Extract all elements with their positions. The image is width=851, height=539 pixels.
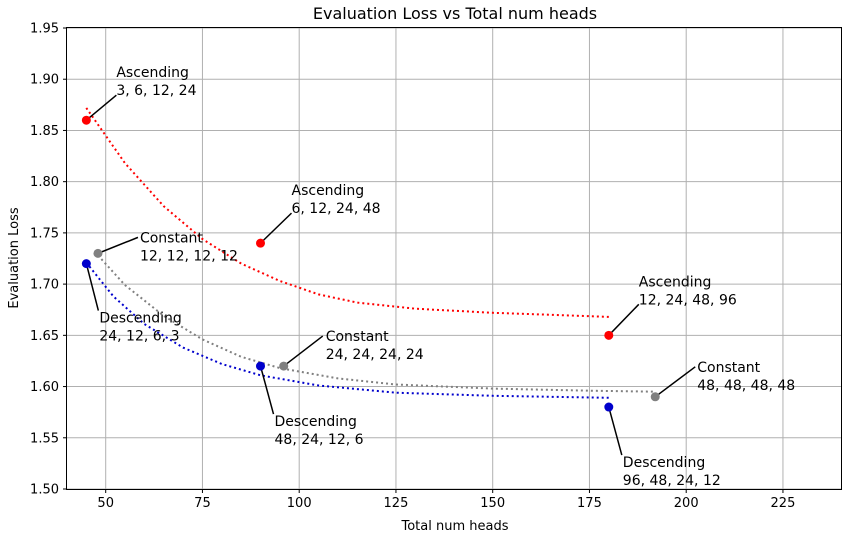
- annotation-leader: [654, 366, 696, 398]
- annotations: Ascending 3, 6, 12, 24 Ascending 6, 12, 24,…: [85, 65, 795, 489]
- annotation-leader: [85, 263, 100, 311]
- fit-curve: [85, 107, 609, 318]
- x-tick-label: 50: [97, 496, 114, 511]
- annotation-leader: [608, 303, 640, 336]
- annotation-leader: [259, 365, 275, 415]
- chart-title: Evaluation Loss vs Total num heads: [313, 4, 597, 23]
- y-axis-label: Evaluation Loss: [7, 207, 22, 308]
- data-point: [650, 392, 660, 402]
- annotation-text: Constant: [140, 230, 203, 246]
- annotation-text: Descending: [623, 455, 705, 471]
- data-point: [256, 361, 265, 371]
- y-tick-label: 1.65: [30, 329, 59, 344]
- data-point: [279, 361, 289, 371]
- plot-frame: [66, 27, 842, 490]
- x-tick-label: 200: [674, 496, 699, 511]
- y-tick-label: 1.95: [30, 22, 59, 37]
- data-point: [81, 115, 91, 125]
- annotation-text: Ascending: [639, 274, 712, 290]
- annotation-text: Constant: [697, 360, 760, 376]
- annotation-text: Constant: [326, 329, 389, 345]
- annotation-text: Descending: [275, 414, 357, 430]
- x-tick-label: 125: [384, 496, 409, 511]
- annotation-text: Ascending: [116, 65, 189, 81]
- data-point: [93, 248, 103, 258]
- y-tick-label: 1.70: [30, 278, 59, 293]
- annotation-text: 48, 48, 48, 48: [697, 378, 795, 394]
- x-tick-label: 75: [194, 496, 211, 511]
- data-points: [81, 115, 660, 412]
- annotation-text: Descending: [99, 311, 181, 327]
- annotation-text: 96, 48, 24, 12: [623, 473, 721, 489]
- x-tick-label: 225: [771, 496, 796, 511]
- y-tick-label: 1.50: [30, 483, 59, 498]
- y-tick-label: 1.75: [30, 226, 59, 241]
- x-axis-label: Total num heads: [401, 519, 509, 534]
- annotation-text: 3, 6, 12, 24: [116, 83, 196, 99]
- annotation-text: 6, 12, 24, 48: [292, 201, 381, 217]
- x-tick-label: 150: [480, 496, 505, 511]
- annotation-text: 12, 12, 12, 12: [140, 248, 238, 264]
- annotation-text: Ascending: [292, 183, 365, 199]
- annotation-text: 12, 24, 48, 96: [639, 292, 737, 308]
- y-tick-label: 1.90: [30, 73, 59, 88]
- y-tick-label: 1.85: [30, 124, 59, 139]
- annotation-text: 48, 24, 12, 6: [275, 432, 364, 448]
- y-tick-label: 1.60: [30, 380, 59, 395]
- x-tick-label: 175: [577, 496, 602, 511]
- annotation-text: 24, 24, 24, 24: [326, 347, 424, 363]
- annotation-text: 24, 12, 6, 3: [99, 329, 179, 345]
- annotation-leader: [97, 236, 139, 255]
- y-tick-label: 1.55: [30, 431, 59, 446]
- ticks: 50 75 100 125 150 175 200 225 1.50 1.55 1.60 1.65 1.…: [30, 22, 795, 512]
- data-point: [604, 402, 614, 412]
- y-tick-label: 1.80: [30, 175, 59, 190]
- annotation-leader: [85, 94, 117, 121]
- data-point: [256, 238, 265, 248]
- x-tick-label: 100: [287, 496, 312, 511]
- annotation-leader: [283, 335, 324, 367]
- data-point: [81, 259, 91, 269]
- data-point: [604, 330, 614, 340]
- annotation-leader: [608, 406, 623, 456]
- annotation-leader: [259, 212, 293, 244]
- fit-curves: [85, 107, 656, 399]
